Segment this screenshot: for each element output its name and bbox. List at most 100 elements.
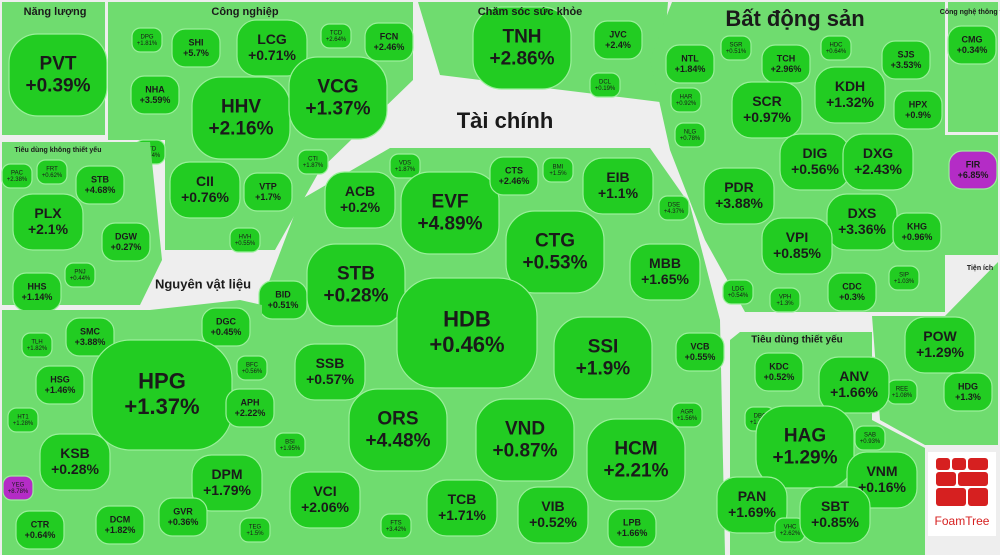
stock-cell <box>7 407 39 433</box>
stock-ticker: VTP <box>259 181 277 191</box>
stock-change: +1.03% <box>894 279 915 285</box>
stock-cell <box>426 479 498 537</box>
stock-ticker: HHV <box>221 97 261 118</box>
stock-change: +1.1% <box>598 185 639 201</box>
stock-cell <box>731 81 803 139</box>
stock-cell <box>820 35 852 61</box>
logo-text: FoamTree <box>935 514 990 528</box>
stock-change: +2.38% <box>7 177 28 183</box>
sector: KDC+0.52%ANV+1.66%SAB+0.93%DBC+1.88%HAG+… <box>716 332 925 555</box>
stock-cell <box>15 510 65 550</box>
stock-ticker: SSI <box>588 337 619 358</box>
sector-title: Tiêu dùng không thiết yếu <box>15 146 102 154</box>
stock-change: +0.55% <box>235 241 256 247</box>
stock-change: +0.36% <box>168 517 199 527</box>
stock-ticker: VCB <box>690 341 710 351</box>
stock-ticker: EVF <box>432 192 469 213</box>
sector: CMG+0.34% Công nghệ thông tin <box>940 2 1000 132</box>
stock-cell <box>39 433 111 491</box>
stock-cell <box>288 56 388 140</box>
stock-ticker: KDH <box>835 78 865 94</box>
sector-title: Tiện ích <box>967 265 993 272</box>
stock-ticker: TEG <box>249 524 262 530</box>
logo-cell <box>952 458 966 470</box>
stock-cell <box>675 332 725 372</box>
stock-cell <box>517 486 589 544</box>
stock-cell <box>306 243 406 327</box>
stock-ticker: STB <box>91 174 110 184</box>
stock-change: +0.96% <box>902 232 933 242</box>
stock-ticker: TLH <box>31 339 42 345</box>
stock-cell <box>674 122 706 148</box>
stock-cell <box>703 167 775 225</box>
stock-cell <box>274 432 306 458</box>
stock-cell <box>348 388 448 472</box>
sector-title: Nguyên vật liệu <box>155 276 251 291</box>
stock-cell <box>131 27 163 53</box>
stock-cell <box>489 156 539 196</box>
stock-change: +0.19% <box>595 86 616 92</box>
stock-ticker: SAB <box>864 432 876 438</box>
stock-ticker: PVT <box>40 54 77 75</box>
stock-cell <box>671 402 703 428</box>
sector-title: Công nghệ thông tin <box>940 9 1000 16</box>
stock-ticker: LPB <box>623 517 642 527</box>
stock-change: +0.54% <box>728 293 749 299</box>
stock-change: +0.46% <box>429 332 504 357</box>
sector: PVT+0.39% Năng lượng <box>2 2 108 135</box>
stock-ticker: JVC <box>609 29 627 39</box>
stock-change: +1.82% <box>105 525 136 535</box>
stock-ticker: PAN <box>738 488 767 504</box>
stock-change: +1.69% <box>728 504 776 520</box>
stock-change: +1.08% <box>892 393 913 399</box>
stock-change: +1.37% <box>124 394 199 419</box>
sector-title: Tiêu dùng thiết yếu <box>751 334 842 346</box>
stock-ticker: VHC <box>784 524 797 530</box>
logo-cell <box>968 458 988 470</box>
stock-ticker: AGR <box>680 409 694 415</box>
stock-cell <box>64 262 96 288</box>
stock-ticker: SMC <box>80 326 101 336</box>
stock-change: +6.85% <box>958 170 989 180</box>
stock-change: +0.51% <box>268 300 299 310</box>
stock-cell <box>888 265 920 291</box>
stock-ticker: CDC <box>842 281 862 291</box>
stock-ticker: HDB <box>443 307 491 332</box>
sector: ACB+0.2%VDS+1.87%EVF+4.89%CTS+2.46%BMI+1… <box>258 108 725 555</box>
stock-change: +1.46% <box>45 385 76 395</box>
stock-ticker: CTR <box>31 519 50 529</box>
stock-cell <box>389 153 421 179</box>
logo-cell <box>936 458 950 470</box>
stock-change: +2.46% <box>499 176 530 186</box>
stock-cell <box>396 277 538 389</box>
stock-ticker: NHA <box>145 84 165 94</box>
stock-ticker: HPX <box>909 99 928 109</box>
stock-cell <box>827 272 877 312</box>
stock-cell <box>229 227 261 253</box>
stock-cell <box>607 508 657 548</box>
stock-cell <box>593 20 643 60</box>
stock-cell <box>542 157 574 183</box>
stock-ticker: DPM <box>211 466 242 482</box>
stock-cell <box>239 517 271 543</box>
stock-ticker: NTL <box>681 53 699 63</box>
stock-cell <box>243 172 293 212</box>
logo-cell <box>936 472 956 486</box>
stock-cell <box>236 19 308 77</box>
stock-change: +0.57% <box>306 371 354 387</box>
stock-change: +2.46% <box>374 42 405 52</box>
stock-cell <box>947 25 997 65</box>
stock-change: +1.3% <box>776 301 794 307</box>
stock-change: +0.52% <box>764 372 795 382</box>
stock-ticker: SGR <box>729 42 743 48</box>
sector: TLH+1.82%SMC+3.88%DGC+0.45%HSG+1.46% HPG+… <box>2 276 275 555</box>
logo-cell <box>936 488 966 506</box>
stock-change: +1.84% <box>675 64 706 74</box>
stock-change: +1.65% <box>641 271 689 287</box>
stock-change: +3.42% <box>386 527 407 533</box>
stock-cell <box>201 307 251 347</box>
sector-title: Năng lượng <box>24 6 87 18</box>
stock-ticker: VND <box>505 419 545 440</box>
stock-ticker: FCN <box>380 31 399 41</box>
stock-cell <box>400 171 500 255</box>
